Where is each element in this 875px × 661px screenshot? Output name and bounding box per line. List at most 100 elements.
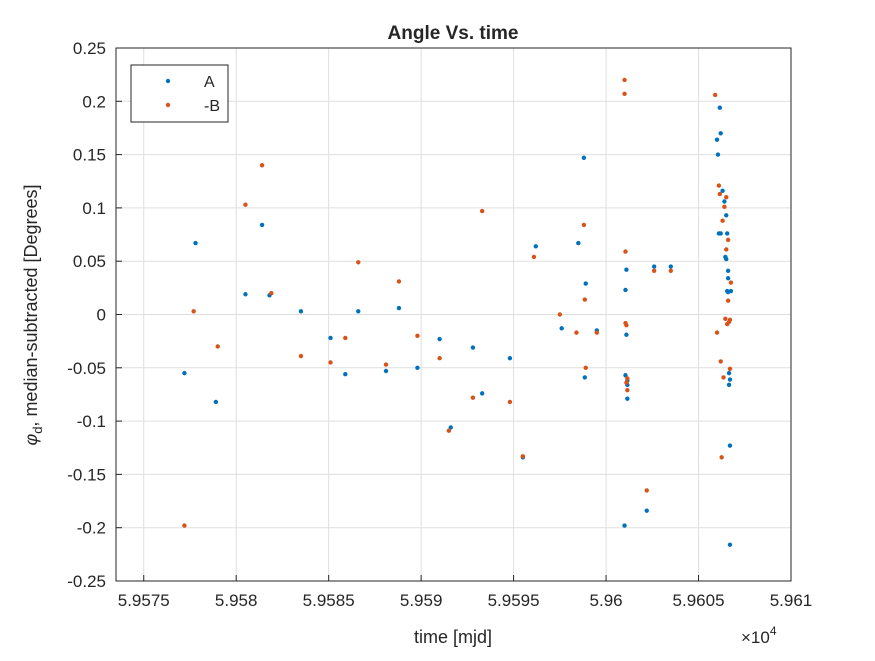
legend-box [130,64,229,123]
data-point-series-a [583,281,588,286]
data-point-series-b [298,353,304,359]
data-point-series-a [448,425,453,430]
y-tick-label: 0.2 [82,92,106,111]
data-point-series-a [415,365,420,370]
x-axis-exponent-prefix: ×10 [741,628,770,647]
data-point-series-b [722,204,727,210]
data-point-series-a [507,356,513,361]
data-point-series-b [191,309,196,314]
data-point-series-a [328,335,333,341]
data-point-series-a [582,375,588,380]
y-tick-label: 0.1 [82,199,106,218]
data-point-series-b [716,183,722,188]
data-point-series-a [644,508,649,513]
x-axis: 5.9575 5.958 5.9585 5.959 5.9595 5.96 5.9605 5.… [118,575,813,610]
data-point-series-b [725,237,731,243]
data-point-series-b [531,254,537,260]
legend-label-b: -B [204,98,220,115]
data-point-series-a [624,267,629,272]
x-tick-label: 5.959 [400,591,443,610]
data-point-series-a [559,326,564,331]
data-point-series-a [722,199,727,204]
data-point-series-b [594,330,600,335]
data-point-series-b [581,222,587,228]
data-point-series-a [726,382,732,388]
data-point-series-a [298,309,304,314]
data-point-series-b [625,376,630,381]
data-points [182,77,734,547]
data-point-series-b [243,202,248,207]
data-point-series-a [727,443,733,448]
data-point-series-a [718,131,723,136]
data-point-series-a [576,240,581,246]
data-point-series-a [623,287,628,293]
y-axis-label-symbol: φ [21,434,41,446]
data-point-series-b [712,92,718,98]
x-axis-exponent: ×104 [741,624,777,647]
data-point-series-a [259,222,265,228]
data-point-series-a [396,305,402,311]
data-point-series-a [182,370,187,376]
legend: A -B [130,64,229,123]
data-point-series-b [437,356,442,361]
data-point-series-a [725,276,731,281]
y-tick-label: -0.25 [67,572,106,591]
data-point-series-a [193,240,198,246]
y-axis-label: φd, median-subtracted [Degrees] [21,184,45,445]
x-axis-exponent-power: 4 [770,624,777,638]
data-point-series-b [328,360,333,365]
y-axis-label-subscript: d [30,427,45,434]
data-point-series-a [724,256,729,262]
data-point-series-b [343,335,348,341]
data-point-series-b [727,317,733,323]
data-point-series-b [719,455,724,460]
data-point-series-b [723,316,728,321]
y-tick-label: 0.15 [73,146,106,165]
data-point-series-a [479,391,485,396]
data-point-series-a [383,368,389,374]
data-point-series-b [622,77,627,83]
data-point-series-a [437,336,442,342]
data-point-series-a [533,244,538,249]
data-point-series-a [718,231,723,236]
data-point-series-b [479,208,485,214]
data-point-series-a [715,152,721,157]
data-point-series-b [396,279,402,284]
data-point-series-b [725,298,731,303]
data-point-series-a [726,370,732,376]
data-point-series-b [415,333,420,339]
data-point-series-a [581,155,587,160]
x-axis-label: time [mjd] [414,627,492,647]
x-tick-label: 5.9595 [488,591,540,610]
data-point-series-b [383,362,389,367]
data-point-series-a [724,231,730,236]
data-point-series-a [624,332,629,337]
y-tick-label: 0.25 [73,39,106,58]
x-tick-label: 5.96 [590,591,623,610]
data-point-series-a [717,105,723,110]
data-point-series-b [215,344,220,349]
x-tick-label: 5.9575 [118,591,170,610]
x-tick-label: 5.961 [770,591,813,610]
data-point-series-a [725,268,731,273]
data-point-series-b [624,380,629,385]
data-point-series-b [720,218,725,223]
data-point-series-b [714,330,720,335]
data-point-series-a [356,309,361,314]
x-tick-label: 5.9585 [303,591,355,610]
data-point-series-b [582,297,588,302]
data-point-series-b [717,191,723,197]
data-point-series-a [470,345,476,350]
data-point-series-b [625,387,630,393]
x-tick-label: 5.9605 [673,591,725,610]
data-point-series-b [727,366,733,372]
data-point-series-b [668,268,673,273]
data-point-series-b [622,91,627,97]
data-point-series-b [446,428,452,433]
y-tick-label: -0.2 [77,519,106,538]
data-point-series-b [624,322,629,328]
data-point-series-b [259,163,265,168]
data-point-series-a [623,373,628,378]
data-point-series-a [213,399,219,405]
